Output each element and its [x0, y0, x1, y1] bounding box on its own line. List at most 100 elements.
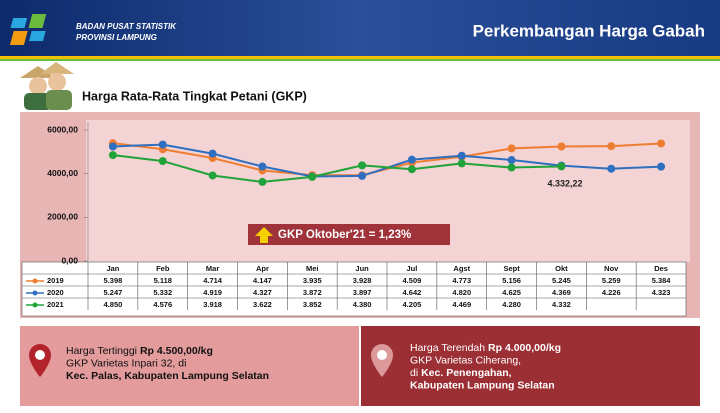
- x-tick-label: Sept: [503, 264, 520, 273]
- data-table: [21, 261, 687, 317]
- table-value: 3.918: [203, 300, 222, 309]
- point: [607, 164, 616, 173]
- table-value: 5.398: [104, 276, 123, 285]
- y-tick-label: 0,00: [61, 255, 78, 265]
- info-line: Kec. Palas, Kabupaten Lampung Selatan: [66, 370, 269, 382]
- info-text: GKP Varietas Inpari 32, di: [66, 357, 186, 369]
- info-line: Harga Terendah Rp 4.000,00/kg: [410, 342, 561, 354]
- header-band: [0, 0, 720, 56]
- table-value: 4.509: [403, 276, 422, 285]
- point: [557, 142, 566, 151]
- table-value: 4.327: [253, 288, 272, 297]
- table-value: 4.380: [353, 300, 372, 309]
- point: [208, 171, 217, 180]
- y-tick-label: 4000,00: [47, 168, 78, 178]
- y-tick-label: 2000,00: [47, 212, 78, 222]
- point: [457, 159, 466, 168]
- info-box: [20, 326, 359, 406]
- x-tick-label: Jun: [355, 264, 369, 273]
- table-value: 4.369: [552, 288, 571, 297]
- info-text: GKP Varietas Ciherang,: [410, 354, 521, 366]
- info-text: Rp 4.000,00/kg: [488, 342, 561, 354]
- point: [607, 142, 616, 151]
- x-tick-label: Mar: [206, 264, 219, 273]
- point: [258, 162, 267, 171]
- legend-label: 2020: [47, 288, 64, 297]
- info-box: [361, 326, 700, 406]
- x-tick-label: Feb: [156, 264, 170, 273]
- annotation: GKP Oktober'21 = 1,23%: [278, 229, 411, 241]
- y-tick-label: 6000,00: [47, 124, 78, 134]
- legend-label: 2021: [47, 300, 64, 309]
- table-value: 3.897: [353, 288, 372, 297]
- x-tick-label: Agst: [453, 264, 470, 273]
- table-value: 4.205: [403, 300, 422, 309]
- table-value: 5.384: [652, 276, 672, 285]
- info-text: Kabupaten Lampung Selatan: [410, 379, 555, 391]
- page-title: Perkembangan Harga Gabah: [473, 21, 705, 40]
- x-tick-label: Mei: [306, 264, 319, 273]
- point: [308, 172, 317, 181]
- point: [507, 144, 516, 153]
- table-value: 4.332: [552, 300, 571, 309]
- point: [557, 162, 566, 171]
- header-stripe: [0, 59, 720, 61]
- table-value: 5.118: [154, 276, 172, 285]
- table-value: 3.872: [303, 288, 322, 297]
- info-line: Harga Tertinggi Rp 4.500,00/kg: [66, 345, 213, 357]
- point: [108, 151, 117, 160]
- table-value: 3.935: [303, 276, 322, 285]
- info-line: di Kec. Penengahan,: [410, 367, 512, 379]
- table-value: 5.156: [502, 276, 521, 285]
- point: [258, 177, 267, 186]
- x-tick-label: Jan: [106, 264, 119, 273]
- info-text: Kec. Palas, Kabupaten Lampung Selatan: [66, 370, 269, 382]
- point: [208, 149, 217, 158]
- table-value: 5.245: [552, 276, 571, 285]
- point: [407, 155, 416, 164]
- info-text: Harga Tertinggi: [66, 345, 140, 357]
- point: [657, 139, 666, 148]
- table-value: 3.622: [253, 300, 272, 309]
- point: [358, 161, 367, 170]
- series-line: [112, 154, 562, 183]
- info-text: Kec. Penengahan,: [421, 367, 512, 379]
- point: [407, 165, 416, 174]
- info-text: Rp 4.500,00/kg: [140, 345, 213, 357]
- x-tick-label: Apr: [256, 264, 269, 273]
- chart: 0,00 2000,00 4000,00 6000,00 Jan Feb Mar Apr Mei…: [22, 122, 686, 310]
- table-value: 4.850: [104, 300, 123, 309]
- logo: [9, 14, 47, 45]
- x-tick-label: Okt: [555, 264, 568, 273]
- point: [158, 157, 167, 166]
- legend-swatch: [32, 290, 38, 296]
- point: [457, 151, 466, 160]
- table-value: 4.323: [652, 288, 671, 297]
- table-value: 4.280: [502, 300, 521, 309]
- info-text: di: [410, 367, 421, 379]
- org-name: PROVINSI LAMPUNG: [76, 33, 157, 42]
- table-value: 5.259: [602, 276, 621, 285]
- x-tick-label: Des: [654, 264, 668, 273]
- x-tick-label: Jul: [406, 264, 417, 273]
- table-value: 4.625: [502, 288, 521, 297]
- annotation-arrow: [255, 227, 273, 243]
- table-value: 4.919: [203, 288, 222, 297]
- info-line: Kabupaten Lampung Selatan: [410, 379, 555, 391]
- table-value: 4.820: [452, 288, 471, 297]
- header-stripe: [0, 56, 720, 59]
- org-name: BADAN PUSAT STATISTIK: [76, 22, 177, 31]
- chart-title: Harga Rata-Rata Tingkat Petani (GKP): [82, 89, 307, 103]
- table-value: 4.147: [253, 276, 272, 285]
- point: [108, 142, 117, 151]
- legend-swatch: [32, 302, 38, 308]
- table-value: 4.773: [452, 276, 471, 285]
- table-value: 4.576: [153, 300, 172, 309]
- table-value: 5.247: [104, 288, 123, 297]
- table-value: 3.852: [303, 300, 322, 309]
- info-line: GKP Varietas Ciherang,: [410, 354, 521, 366]
- series-line: [112, 142, 662, 177]
- table-value: 4.226: [602, 288, 621, 297]
